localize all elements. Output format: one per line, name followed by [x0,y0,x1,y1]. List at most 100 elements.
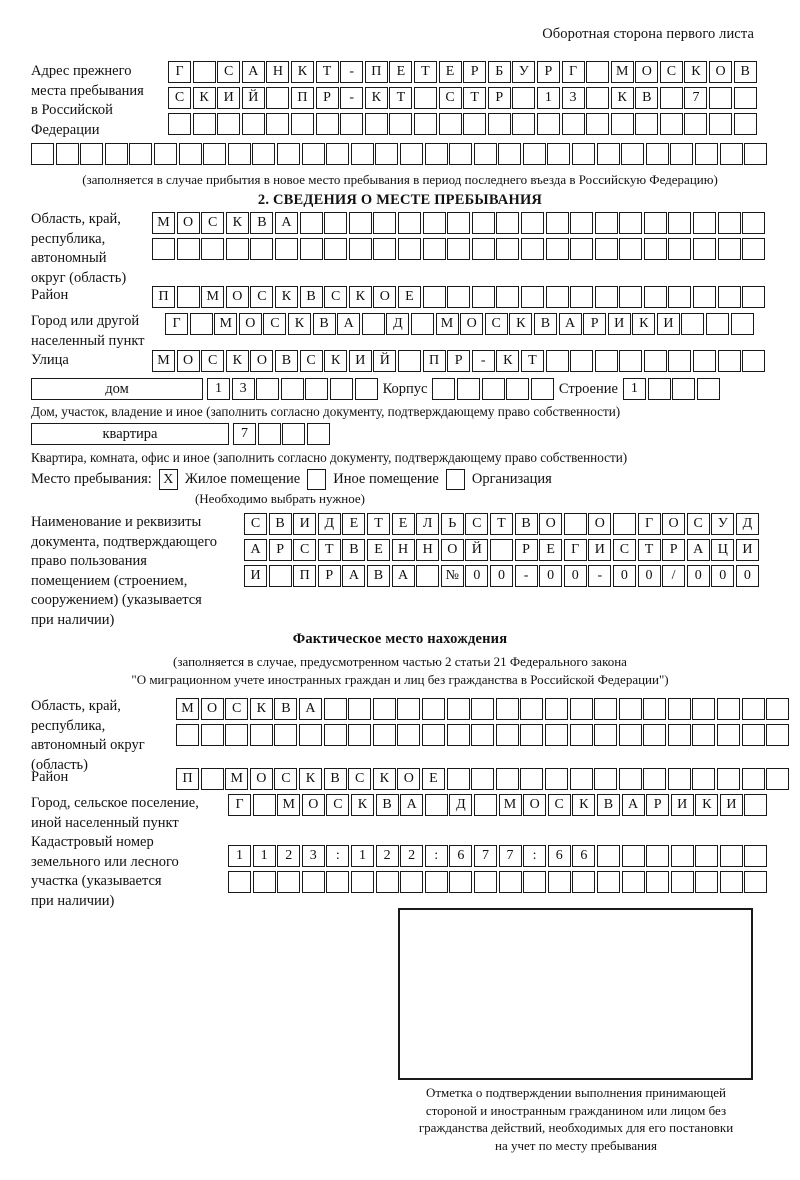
cadastral-r1-cell-9[interactable]: : [424,845,448,867]
cadastral-r1-cell-10[interactable]: 6 [449,845,473,867]
document-r3-cell-18[interactable]: / [662,565,686,587]
section2-street-cell-5[interactable]: О [250,350,274,372]
prev-address-r1-cell-21[interactable]: С [659,61,683,83]
cadastral-r2-cell-7[interactable] [375,871,399,893]
document-r3-cell-16[interactable]: 0 [612,565,636,587]
document-r2-cell-18[interactable]: Р [662,539,686,561]
section2-region-r1-cell-11[interactable] [397,212,421,234]
prev-address-r4-cell-23[interactable] [572,143,596,165]
section2-region-r1-cell-14[interactable] [471,212,495,234]
section2-street-cell-9[interactable]: И [348,350,372,372]
prev-address-r2-cell-2[interactable]: К [192,87,216,109]
section2-region-r1-cell-6[interactable]: А [274,212,298,234]
actual-region-r1-cell-14[interactable] [495,698,519,720]
section2-district-cell-14[interactable] [471,286,495,308]
prev-address-r4-cell-9[interactable] [227,143,251,165]
section2-district-cell-3[interactable]: М [201,286,225,308]
prev-address-r1-cell-1[interactable]: Г [168,61,191,83]
document-r3-cell-9[interactable]: № [440,565,464,587]
section2-district-cell-23[interactable] [693,286,717,308]
actual-city-cell-7[interactable]: В [375,794,399,816]
prev-address-r3-cell-24[interactable] [733,113,757,135]
cadastral-r2-cell-2[interactable] [252,871,276,893]
actual-district-cell-10[interactable]: О [397,768,421,790]
prev-address-r1-cell-16[interactable]: Р [536,61,560,83]
section2-region-r2-cell-1[interactable] [152,238,175,260]
prev-address-r4-cell-29[interactable] [719,143,743,165]
document-r2-cell-14[interactable]: Г [563,539,587,561]
section2-district-cell-10[interactable]: О [373,286,397,308]
prev-address-r4-cell-1[interactable] [31,143,54,165]
prev-address-r3-cell-10[interactable] [389,113,413,135]
section2-region-r2-cell-14[interactable] [471,238,495,260]
prev-address-r3-cell-3[interactable] [217,113,241,135]
prev-address-r2-cell-6[interactable]: П [290,87,314,109]
section2-region-r2-cell-17[interactable] [545,238,569,260]
prev-address-r2-cell-10[interactable]: Т [389,87,413,109]
prev-address-r2-cell-18[interactable] [586,87,610,109]
section2-region-r1-cell-23[interactable] [693,212,717,234]
prev-address-r2-cell-1[interactable]: С [168,87,191,109]
section2-city-cell-1[interactable]: Г [165,313,188,335]
document-r3-cell-15[interactable]: - [588,565,612,587]
document-r2-cell-8[interactable]: Н [416,539,440,561]
actual-district-cell-20[interactable] [643,768,667,790]
cadastral-r1-cell-2[interactable]: 1 [252,845,276,867]
section2-region-r2-cell-19[interactable] [594,238,618,260]
prev-address-r2-cell-15[interactable] [512,87,536,109]
house-cell-1[interactable]: 1 [207,378,230,400]
section2-district-cell-12[interactable] [422,286,446,308]
actual-district-cell-21[interactable] [667,768,691,790]
actual-region-r1-cell-13[interactable] [471,698,495,720]
cadastral-r1-cell-11[interactable]: 7 [473,845,497,867]
section2-district-cell-7[interactable]: В [299,286,323,308]
checkbox-inoe[interactable] [307,469,327,490]
actual-region-r2-cell-21[interactable] [667,724,691,746]
actual-city-cell-6[interactable]: К [350,794,374,816]
section2-street-cell-21[interactable] [643,350,667,372]
cadastral-r2-cell-14[interactable] [547,871,571,893]
document-r2-cell-7[interactable]: Н [391,539,415,561]
actual-city-cell-10[interactable]: Д [449,794,473,816]
prev-address-r4-cell-27[interactable] [670,143,694,165]
section2-city-cell-22[interactable] [681,313,705,335]
actual-region-r2-cell-24[interactable] [741,724,765,746]
actual-region-r1-cell-23[interactable] [717,698,741,720]
prev-address-r2-cell-13[interactable]: Т [463,87,487,109]
cadastral-r2-cell-5[interactable] [326,871,350,893]
section2-street-cell-13[interactable]: Р [447,350,471,372]
section2-street-cell-8[interactable]: К [324,350,348,372]
document-r1-cell-17[interactable]: Г [637,513,661,535]
prev-address-r3-cell-14[interactable] [487,113,511,135]
document-r3-cell-14[interactable]: 0 [563,565,587,587]
prev-address-r3-cell-6[interactable] [290,113,314,135]
document-r2-cell-9[interactable]: О [440,539,464,561]
prev-address-r4-cell-18[interactable] [449,143,473,165]
prev-address-r2-cell-17[interactable]: 3 [561,87,585,109]
section2-region-r2-cell-4[interactable] [225,238,249,260]
document-r2-cell-5[interactable]: В [342,539,366,561]
document-r2-cell-12[interactable]: Р [514,539,538,561]
prev-address-r1-cell-7[interactable]: Т [315,61,339,83]
document-r2-cell-2[interactable]: Р [268,539,292,561]
cadastral-r2-cell-4[interactable] [301,871,325,893]
document-r2-cell-10[interactable]: Й [465,539,489,561]
prev-address-r3-cell-7[interactable] [315,113,339,135]
section2-street-cell-12[interactable]: П [422,350,446,372]
section2-region-r2-cell-9[interactable] [348,238,372,260]
actual-region-r2-cell-7[interactable] [323,724,347,746]
actual-region-r2-cell-8[interactable] [348,724,372,746]
cadastral-r2-cell-15[interactable] [572,871,596,893]
actual-region-r2-cell-11[interactable] [421,724,445,746]
prev-address-r2-cell-3[interactable]: И [217,87,241,109]
section2-district-cell-20[interactable] [619,286,643,308]
section2-city-cell-23[interactable] [706,313,730,335]
section2-street-cell-19[interactable] [594,350,618,372]
section2-region-r2-cell-12[interactable] [422,238,446,260]
actual-city-cell-20[interactable]: К [695,794,719,816]
prev-address-r4-cell-4[interactable] [104,143,128,165]
section2-region-r1-cell-1[interactable]: М [152,212,175,234]
section2-city-cell-11[interactable] [410,313,434,335]
